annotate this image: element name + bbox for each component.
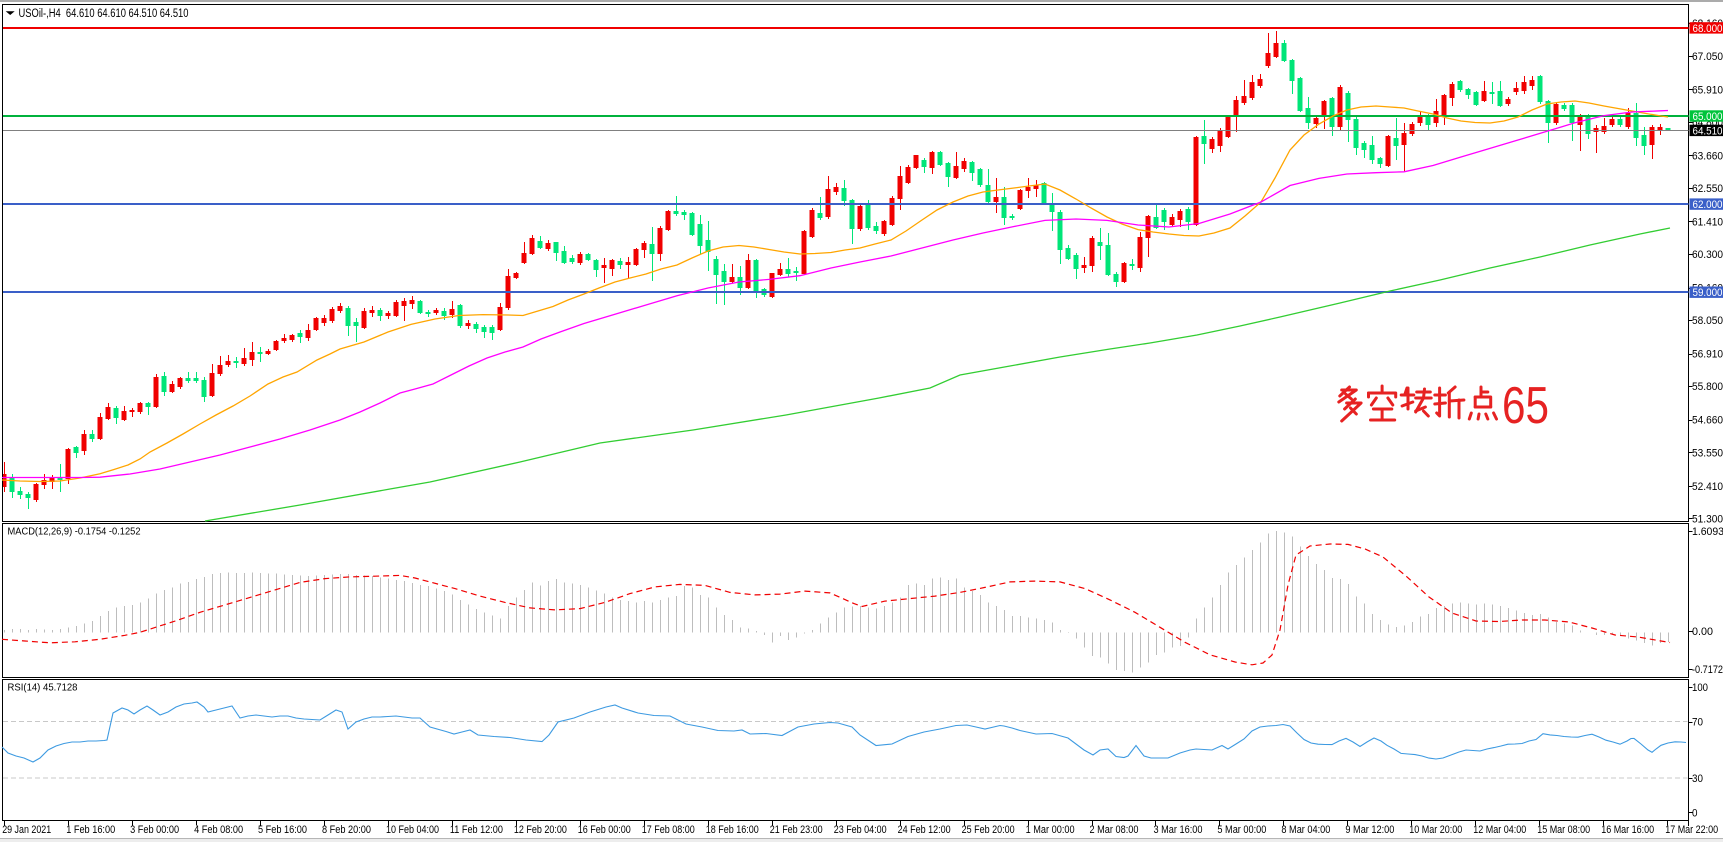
svg-text:100: 100 xyxy=(1692,682,1708,694)
svg-text:1 Mar 00:00: 1 Mar 00:00 xyxy=(1026,824,1075,836)
svg-text:58.050: 58.050 xyxy=(1692,315,1723,327)
svg-text:24 Feb 12:00: 24 Feb 12:00 xyxy=(898,824,951,836)
svg-text:54.660: 54.660 xyxy=(1692,415,1723,427)
svg-text:67.050: 67.050 xyxy=(1692,51,1723,63)
svg-text:15 Mar 08:00: 15 Mar 08:00 xyxy=(1537,824,1590,836)
svg-text:25 Feb 20:00: 25 Feb 20:00 xyxy=(962,824,1015,836)
svg-text:1.6093: 1.6093 xyxy=(1692,526,1723,538)
svg-text:0.00: 0.00 xyxy=(1692,626,1713,638)
svg-text:3 Feb 00:00: 3 Feb 00:00 xyxy=(130,824,179,836)
svg-text:52.410: 52.410 xyxy=(1692,481,1723,493)
svg-text:16 Mar 16:00: 16 Mar 16:00 xyxy=(1601,824,1654,836)
svg-text:65: 65 xyxy=(1502,377,1549,435)
svg-text:8 Feb 20:00: 8 Feb 20:00 xyxy=(322,824,371,836)
svg-text:65.000: 65.000 xyxy=(1693,111,1723,123)
svg-text:8 Mar 04:00: 8 Mar 04:00 xyxy=(1281,824,1330,836)
svg-text:USOil-,H4 64.610 64.610 64.51: USOil-,H4 64.610 64.610 64.510 64.510 xyxy=(19,8,189,20)
svg-text:64.510: 64.510 xyxy=(1693,125,1723,137)
svg-text:10 Feb 04:00: 10 Feb 04:00 xyxy=(386,824,439,836)
svg-text:29 Jan 2021: 29 Jan 2021 xyxy=(2,824,51,836)
svg-text:MACD(12,26,9) -0.1754 -0.1252: MACD(12,26,9) -0.1754 -0.1252 xyxy=(8,526,141,538)
svg-text:62.550: 62.550 xyxy=(1692,183,1723,195)
svg-text:5 Mar 00:00: 5 Mar 00:00 xyxy=(1217,824,1266,836)
svg-text:10 Mar 20:00: 10 Mar 20:00 xyxy=(1409,824,1462,836)
svg-text:18 Feb 16:00: 18 Feb 16:00 xyxy=(706,824,759,836)
svg-text:RSI(14) 45.7128: RSI(14) 45.7128 xyxy=(8,682,78,694)
svg-text:2 Mar 08:00: 2 Mar 08:00 xyxy=(1090,824,1139,836)
svg-text:17 Mar 22:00: 17 Mar 22:00 xyxy=(1665,824,1718,836)
svg-text:1 Feb 16:00: 1 Feb 16:00 xyxy=(66,824,115,836)
svg-text:23 Feb 04:00: 23 Feb 04:00 xyxy=(834,824,887,836)
svg-text:63.660: 63.660 xyxy=(1692,150,1723,162)
svg-text:30: 30 xyxy=(1692,773,1703,785)
svg-text:17 Feb 08:00: 17 Feb 08:00 xyxy=(642,824,695,836)
svg-text:62.000: 62.000 xyxy=(1693,199,1723,211)
svg-text:4 Feb 08:00: 4 Feb 08:00 xyxy=(194,824,243,836)
svg-text:56.910: 56.910 xyxy=(1692,349,1723,361)
svg-text:5 Feb 16:00: 5 Feb 16:00 xyxy=(258,824,307,836)
svg-text:61.410: 61.410 xyxy=(1692,216,1723,228)
svg-text:-0.7172: -0.7172 xyxy=(1692,664,1723,676)
svg-text:70: 70 xyxy=(1692,717,1703,729)
svg-text:3 Mar 16:00: 3 Mar 16:00 xyxy=(1154,824,1203,836)
svg-text:9 Mar 12:00: 9 Mar 12:00 xyxy=(1345,824,1394,836)
svg-text:60.300: 60.300 xyxy=(1692,249,1723,261)
svg-text:64.800: 64.800 xyxy=(1692,117,1723,129)
svg-text:21 Feb 23:00: 21 Feb 23:00 xyxy=(770,824,823,836)
svg-text:53.550: 53.550 xyxy=(1692,447,1723,459)
svg-text:12 Mar 04:00: 12 Mar 04:00 xyxy=(1473,824,1526,836)
svg-text:12 Feb 20:00: 12 Feb 20:00 xyxy=(514,824,567,836)
svg-text:59.000: 59.000 xyxy=(1693,287,1723,299)
svg-text:51.300: 51.300 xyxy=(1692,513,1723,525)
svg-text:11 Feb 12:00: 11 Feb 12:00 xyxy=(450,824,503,836)
svg-text:65.910: 65.910 xyxy=(1692,84,1723,96)
svg-text:0: 0 xyxy=(1692,808,1698,820)
svg-text:68.000: 68.000 xyxy=(1693,23,1723,35)
svg-text:16 Feb 00:00: 16 Feb 00:00 xyxy=(578,824,631,836)
svg-text:55.800: 55.800 xyxy=(1692,381,1723,393)
